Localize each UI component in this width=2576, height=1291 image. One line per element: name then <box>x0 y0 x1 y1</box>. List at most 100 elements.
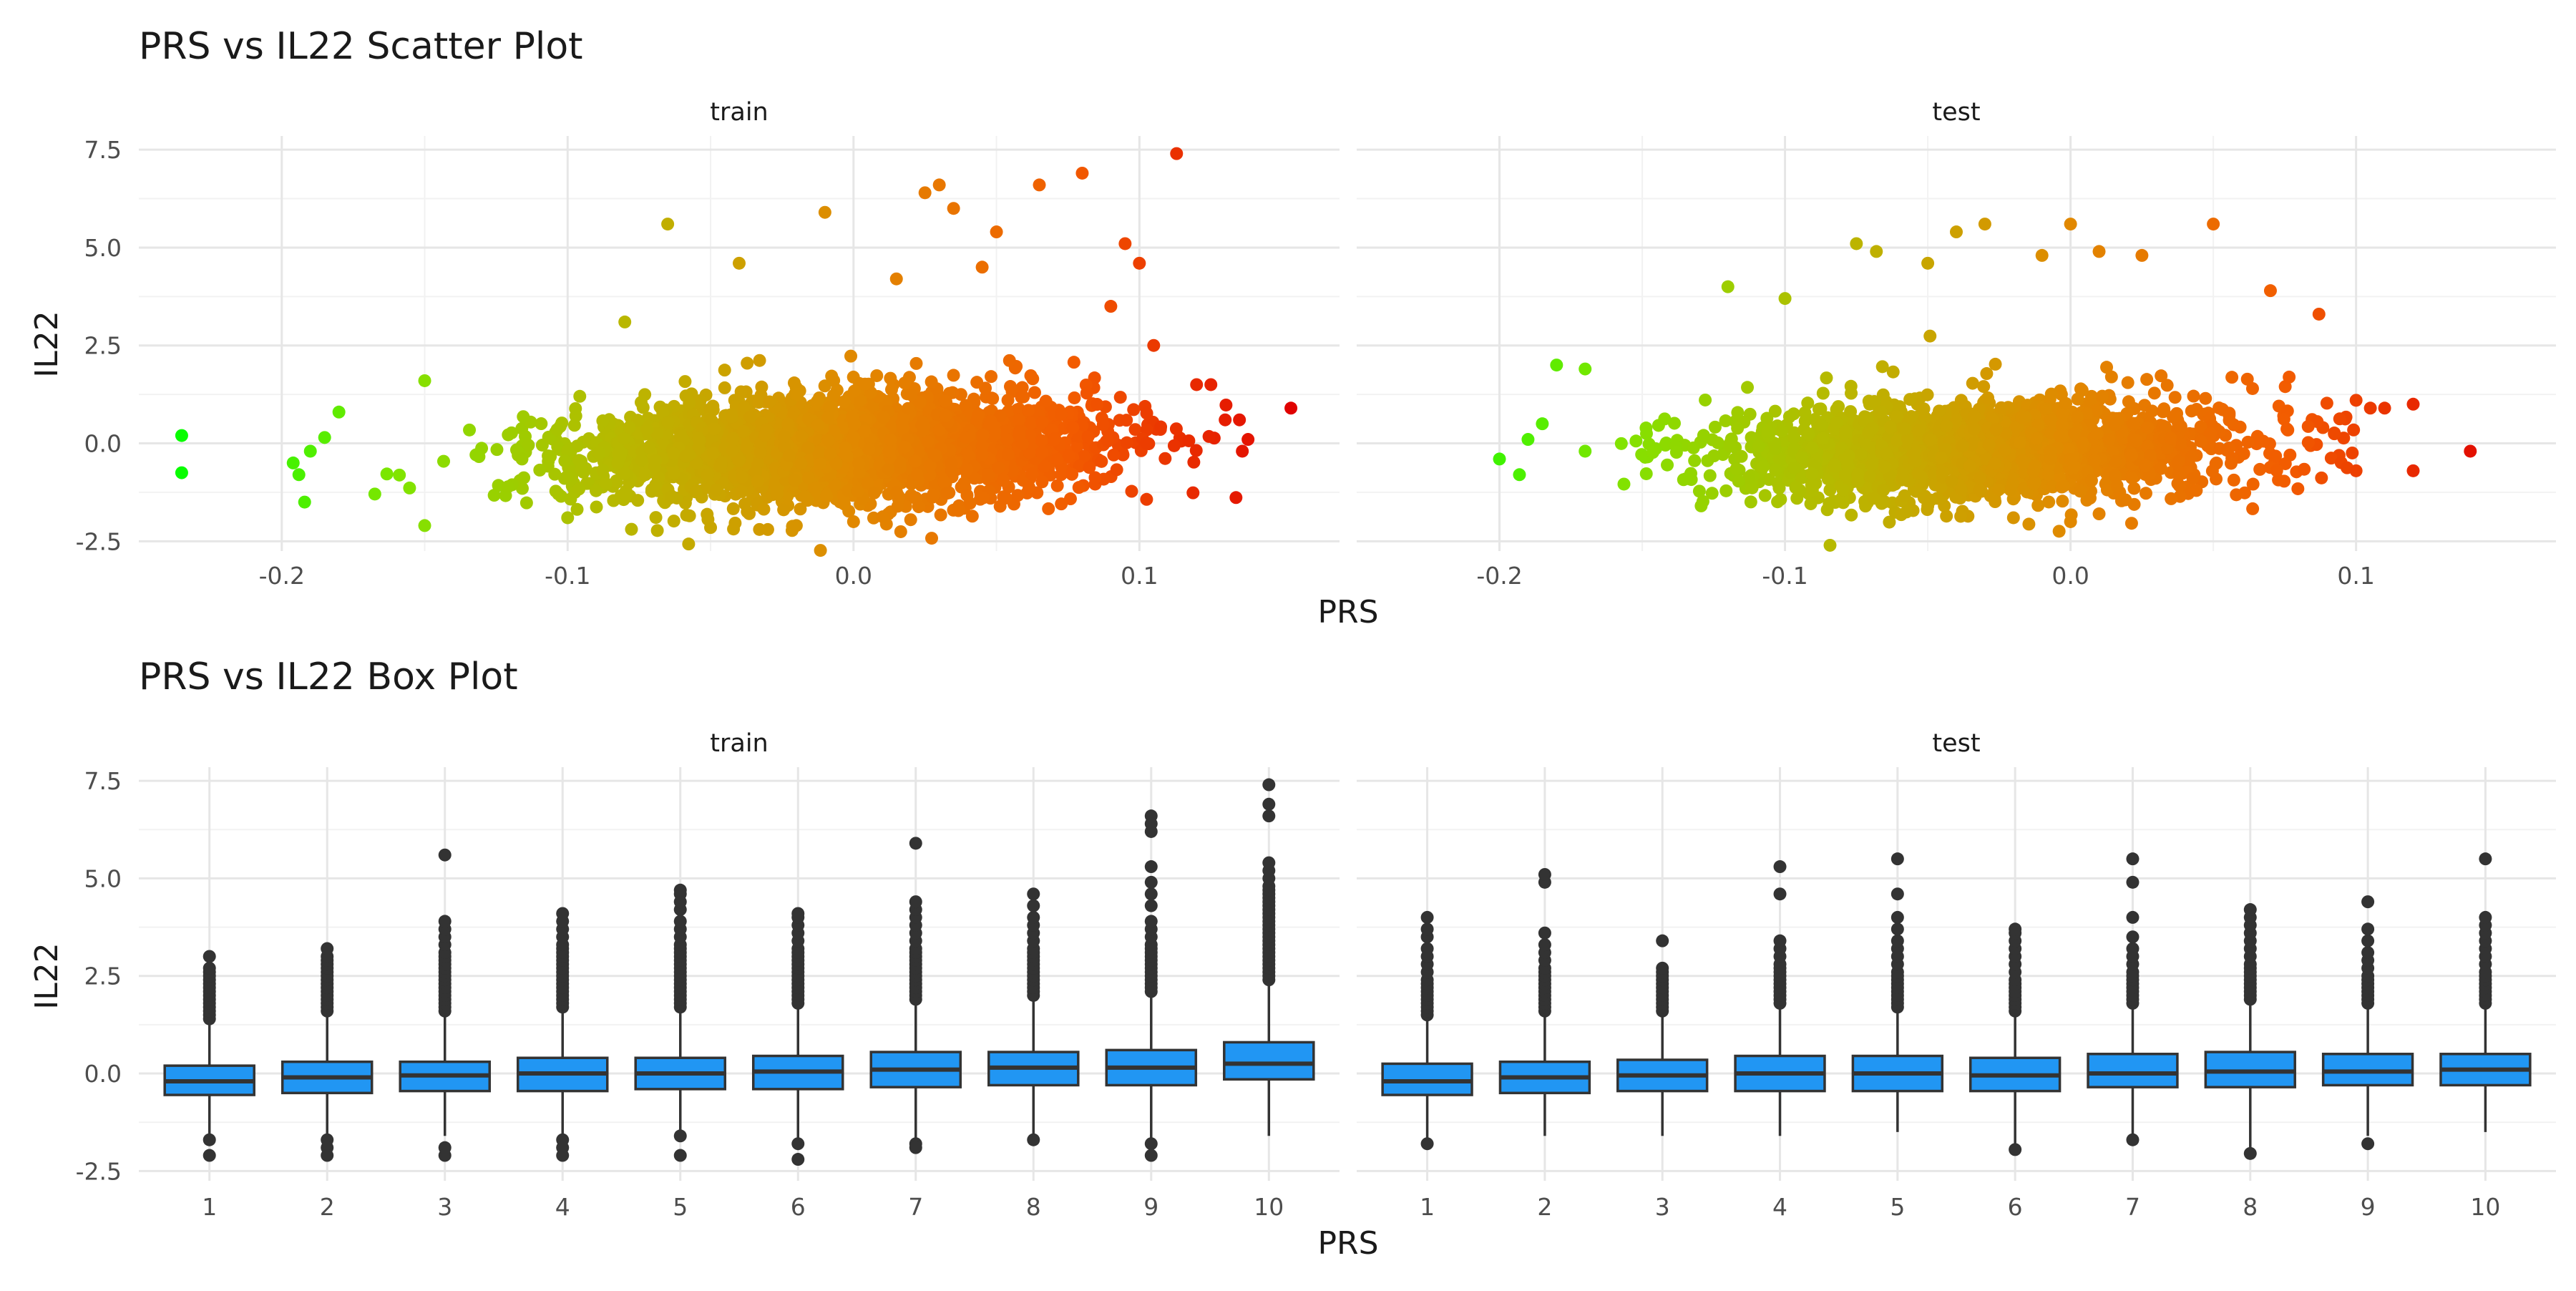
scatter-point <box>1977 380 1990 393</box>
scatter-point <box>619 487 632 500</box>
scatter-point <box>552 487 565 500</box>
scatter-point <box>884 372 897 385</box>
scatter-point <box>1190 378 1203 391</box>
scatter-point <box>761 523 774 536</box>
scatter-point <box>2298 463 2311 476</box>
scatter-point <box>369 487 381 500</box>
scatter-point <box>1731 422 1744 434</box>
scatter-point <box>680 389 693 402</box>
scatter-point <box>1002 448 1015 461</box>
scatter-point <box>1055 408 1068 421</box>
scatter-point <box>2096 390 2109 403</box>
scatter-point <box>2247 478 2260 491</box>
scatter-point <box>548 468 561 481</box>
scatter-point <box>1121 437 1133 449</box>
scatter-point <box>801 442 814 454</box>
scatter-point <box>1168 439 1181 452</box>
scatter-point <box>945 457 958 469</box>
scatter-point <box>2230 488 2243 501</box>
scatter-point <box>726 444 738 457</box>
scatter-point <box>1133 257 1146 270</box>
scatter-point <box>2140 373 2153 386</box>
scatter-point <box>1091 398 1103 411</box>
scatter-point <box>758 429 771 442</box>
scatter-point <box>2053 525 2066 537</box>
scatter-point <box>661 218 674 230</box>
scatter-point <box>911 468 924 481</box>
scatter-point <box>707 447 720 460</box>
scatter-point <box>1025 416 1038 429</box>
scatter-point <box>701 508 713 521</box>
scatter-point <box>997 474 1010 487</box>
scatter-point <box>631 494 644 507</box>
scatter-point <box>962 449 975 462</box>
scatter-point <box>892 500 904 512</box>
scatter-point <box>1140 437 1153 449</box>
scatter-point <box>287 457 300 469</box>
scatter-point <box>1141 406 1153 419</box>
scatter-point <box>1772 482 1785 495</box>
scatter-point <box>1730 462 1743 475</box>
scatter-point <box>819 379 831 392</box>
scatter-point <box>2127 417 2140 430</box>
scatter-x-tick-label: -0.2 <box>259 562 305 590</box>
scatter-point <box>1033 178 1046 191</box>
scatter-point <box>1839 469 1852 482</box>
scatter-point <box>678 375 691 388</box>
scatter-point <box>814 457 826 470</box>
scatter-point <box>1083 461 1096 474</box>
scatter-point <box>728 517 741 530</box>
scatter-point <box>1670 446 1683 459</box>
scatter-point <box>802 472 815 484</box>
scatter-x-tick-label: -0.1 <box>1762 562 1807 590</box>
scatter-point <box>611 457 624 469</box>
scatter-point <box>1817 387 1830 400</box>
scatter-point <box>795 430 808 443</box>
scatter-point <box>2169 391 2182 404</box>
scatter-point <box>318 431 331 444</box>
scatter-point <box>710 484 723 497</box>
scatter-x-tick-label: 0.1 <box>2337 562 2374 590</box>
scatter-point <box>572 482 585 495</box>
scatter-point <box>1048 432 1061 445</box>
scatter-point <box>912 500 925 513</box>
scatter-point <box>2246 502 2259 515</box>
scatter-point <box>985 415 997 428</box>
scatter-point <box>1004 380 1017 393</box>
scatter-point <box>1741 381 1754 394</box>
scatter-point <box>1101 434 1114 447</box>
scatter-point <box>976 448 989 461</box>
scatter-point <box>1042 502 1055 515</box>
scatter-point <box>1013 425 1026 438</box>
scatter-point <box>727 502 740 515</box>
scatter-point <box>573 390 586 403</box>
scatter-point <box>1016 437 1029 450</box>
scatter-point <box>2195 435 2207 448</box>
scatter-point <box>1704 469 1717 482</box>
scatter-point <box>741 357 753 370</box>
scatter-point <box>1187 456 1200 469</box>
scatter-point <box>736 471 748 484</box>
scatter-point <box>551 423 564 436</box>
scatter-point <box>1820 371 1833 384</box>
scatter-point <box>1170 147 1183 160</box>
scatter-point <box>839 442 852 454</box>
scatter-point <box>1219 399 1232 411</box>
scatter-point <box>2187 472 2200 484</box>
scatter-point <box>1080 386 1093 399</box>
scatter-point <box>558 454 571 467</box>
scatter-point <box>811 395 824 408</box>
scatter-point <box>1798 406 1811 419</box>
scatter-point <box>915 419 928 432</box>
scatter-point <box>2148 386 2161 399</box>
scatter-point <box>2072 393 2084 406</box>
scatter-point <box>1640 467 1653 480</box>
scatter-point <box>751 475 764 488</box>
scatter-point <box>1035 434 1048 447</box>
scatter-point <box>1001 433 1014 446</box>
scatter-point <box>1688 454 1701 467</box>
scatter-point <box>1170 422 1183 435</box>
scatter-point <box>1940 510 1953 522</box>
scatter-point <box>662 416 675 429</box>
